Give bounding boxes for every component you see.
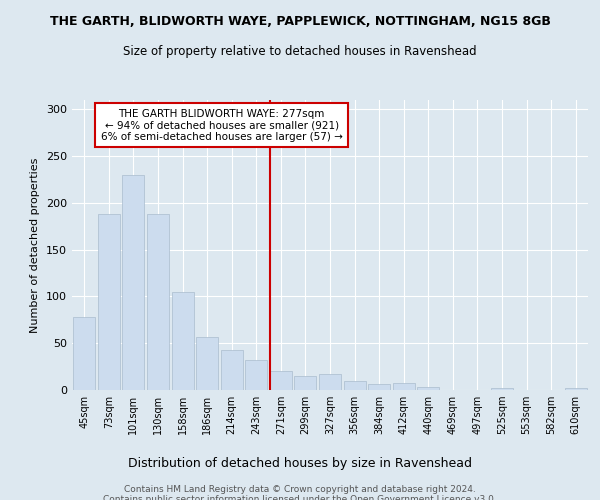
Bar xyxy=(392,384,415,390)
Bar xyxy=(98,214,120,390)
Bar xyxy=(172,292,194,390)
Bar xyxy=(344,380,365,390)
Text: THE GARTH, BLIDWORTH WAYE, PAPPLEWICK, NOTTINGHAM, NG15 8GB: THE GARTH, BLIDWORTH WAYE, PAPPLEWICK, N… xyxy=(50,15,550,28)
Bar xyxy=(319,374,341,390)
Bar xyxy=(221,350,243,390)
Text: Size of property relative to detached houses in Ravenshead: Size of property relative to detached ho… xyxy=(123,45,477,58)
Bar xyxy=(565,388,587,390)
Bar xyxy=(417,387,439,390)
Bar xyxy=(245,360,268,390)
Bar xyxy=(368,384,390,390)
Text: Contains HM Land Registry data © Crown copyright and database right 2024.: Contains HM Land Registry data © Crown c… xyxy=(124,485,476,494)
Bar xyxy=(73,317,95,390)
Bar xyxy=(491,388,513,390)
Bar xyxy=(295,376,316,390)
Bar xyxy=(270,372,292,390)
Bar xyxy=(122,175,145,390)
Bar xyxy=(196,336,218,390)
Y-axis label: Number of detached properties: Number of detached properties xyxy=(31,158,40,332)
Bar xyxy=(147,214,169,390)
Text: THE GARTH BLIDWORTH WAYE: 277sqm
← 94% of detached houses are smaller (921)
6% o: THE GARTH BLIDWORTH WAYE: 277sqm ← 94% o… xyxy=(101,108,343,142)
Text: Distribution of detached houses by size in Ravenshead: Distribution of detached houses by size … xyxy=(128,458,472,470)
Text: Contains public sector information licensed under the Open Government Licence v3: Contains public sector information licen… xyxy=(103,495,497,500)
